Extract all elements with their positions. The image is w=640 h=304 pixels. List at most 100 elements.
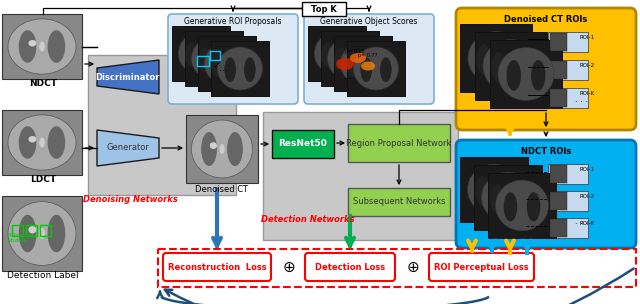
Ellipse shape	[8, 202, 76, 265]
Text: Subsequent Networks: Subsequent Networks	[353, 198, 445, 206]
Text: p= 0.11: p= 0.11	[345, 49, 365, 54]
Text: ROI-2: ROI-2	[580, 194, 595, 199]
Ellipse shape	[490, 184, 503, 213]
Ellipse shape	[483, 40, 539, 92]
Ellipse shape	[513, 184, 526, 213]
Text: Detection Loss: Detection Loss	[315, 262, 385, 271]
Ellipse shape	[218, 47, 230, 72]
Ellipse shape	[19, 126, 36, 159]
Ellipse shape	[210, 142, 217, 149]
Text: ROI-1: ROI-1	[580, 35, 595, 40]
Text: . . .: . . .	[575, 95, 589, 105]
Text: Generator: Generator	[107, 143, 149, 153]
Bar	[548, 88, 588, 108]
Ellipse shape	[179, 32, 223, 75]
Ellipse shape	[361, 61, 375, 71]
Ellipse shape	[468, 32, 524, 85]
Ellipse shape	[360, 57, 372, 82]
Ellipse shape	[47, 30, 65, 63]
Bar	[348, 124, 450, 162]
Bar	[460, 24, 532, 92]
Ellipse shape	[501, 44, 515, 75]
Polygon shape	[97, 130, 159, 166]
Ellipse shape	[367, 52, 379, 77]
FancyBboxPatch shape	[305, 253, 395, 281]
Ellipse shape	[47, 126, 65, 159]
Bar	[550, 61, 567, 79]
Text: ⊕: ⊕	[283, 260, 296, 275]
Text: Region Proposal Network: Region Proposal Network	[346, 139, 452, 147]
Bar	[158, 249, 636, 287]
Bar	[321, 31, 379, 86]
Ellipse shape	[39, 42, 45, 51]
Text: Denoised CT: Denoised CT	[195, 185, 248, 194]
Text: Reconstruction  Loss: Reconstruction Loss	[168, 262, 266, 271]
Ellipse shape	[8, 115, 76, 170]
FancyBboxPatch shape	[168, 14, 298, 104]
Ellipse shape	[28, 226, 36, 233]
Bar	[40, 225, 51, 236]
Bar	[548, 164, 588, 184]
Ellipse shape	[499, 176, 513, 206]
Text: ROI-K: ROI-K	[580, 221, 595, 226]
Text: p= 0.77: p= 0.77	[358, 54, 378, 58]
Ellipse shape	[481, 172, 534, 223]
Text: ROI-K: ROI-K	[580, 91, 595, 96]
Bar	[2, 14, 82, 79]
Bar	[334, 36, 392, 91]
Ellipse shape	[19, 30, 36, 63]
Ellipse shape	[201, 132, 217, 166]
Ellipse shape	[186, 42, 197, 67]
Bar	[12, 225, 23, 236]
Ellipse shape	[220, 144, 225, 154]
Ellipse shape	[8, 19, 76, 74]
Ellipse shape	[28, 136, 36, 143]
Bar	[302, 2, 346, 16]
Bar	[210, 51, 220, 60]
Bar	[348, 188, 450, 216]
Bar	[550, 219, 567, 237]
Text: ⊕: ⊕	[406, 260, 419, 275]
Text: Denoising Networks: Denoising Networks	[83, 195, 177, 205]
Ellipse shape	[218, 47, 262, 90]
Ellipse shape	[205, 42, 217, 67]
Ellipse shape	[191, 120, 253, 178]
Bar	[548, 60, 588, 80]
Bar	[88, 55, 236, 195]
Ellipse shape	[321, 42, 333, 67]
Bar	[548, 218, 588, 238]
Bar	[490, 40, 562, 108]
Ellipse shape	[341, 42, 353, 67]
Ellipse shape	[354, 47, 365, 72]
Ellipse shape	[191, 37, 237, 80]
FancyBboxPatch shape	[456, 140, 636, 248]
Bar	[211, 41, 269, 96]
Bar	[548, 191, 588, 211]
Text: Discriminator: Discriminator	[96, 72, 160, 81]
Text: ROI-1: ROI-1	[580, 167, 595, 172]
Ellipse shape	[507, 60, 521, 91]
Text: Detection Networks: Detection Networks	[261, 216, 355, 224]
Bar	[185, 31, 243, 86]
Bar	[488, 173, 556, 238]
Ellipse shape	[336, 58, 354, 70]
FancyBboxPatch shape	[304, 14, 434, 104]
Bar	[474, 165, 542, 230]
Ellipse shape	[353, 47, 399, 90]
Ellipse shape	[380, 57, 392, 82]
Bar	[550, 192, 567, 210]
Ellipse shape	[498, 47, 554, 101]
Ellipse shape	[467, 164, 520, 215]
Polygon shape	[97, 60, 159, 94]
FancyBboxPatch shape	[163, 253, 271, 281]
Bar	[548, 32, 588, 52]
Bar	[308, 26, 366, 81]
Ellipse shape	[476, 176, 489, 206]
Text: Detection Label: Detection Label	[7, 271, 79, 279]
Text: NDCT: NDCT	[29, 80, 57, 88]
Bar	[198, 36, 256, 91]
Bar	[272, 130, 334, 158]
FancyBboxPatch shape	[456, 8, 636, 130]
Ellipse shape	[314, 32, 360, 75]
Ellipse shape	[204, 42, 250, 85]
